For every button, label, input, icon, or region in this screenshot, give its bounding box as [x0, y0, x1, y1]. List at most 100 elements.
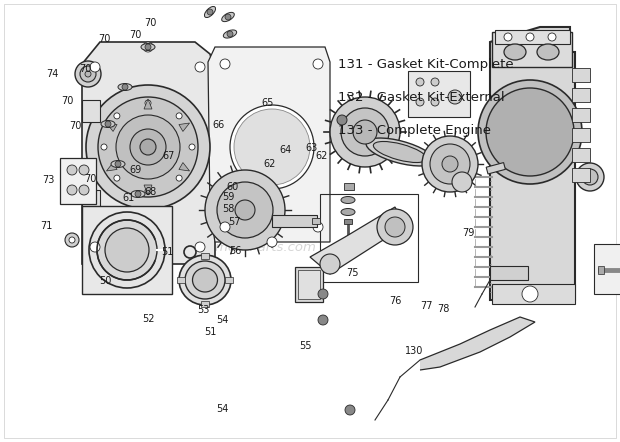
Circle shape — [67, 165, 77, 175]
Text: 76: 76 — [389, 297, 402, 306]
Text: 77: 77 — [420, 301, 433, 311]
Circle shape — [207, 9, 213, 15]
Text: 53: 53 — [197, 305, 210, 315]
Circle shape — [320, 254, 340, 274]
Ellipse shape — [222, 12, 234, 22]
Bar — [225, 277, 233, 283]
Bar — [344, 183, 354, 190]
Ellipse shape — [537, 44, 559, 60]
Circle shape — [122, 84, 128, 90]
Text: 50: 50 — [99, 276, 112, 286]
Circle shape — [345, 405, 355, 415]
Bar — [298, 270, 320, 299]
Circle shape — [65, 233, 79, 247]
Circle shape — [330, 97, 400, 167]
Circle shape — [478, 80, 582, 184]
Bar — [572, 128, 590, 142]
Ellipse shape — [101, 121, 115, 127]
Circle shape — [313, 59, 323, 69]
Bar — [492, 284, 575, 304]
Circle shape — [220, 59, 230, 69]
Circle shape — [135, 191, 141, 197]
Circle shape — [522, 286, 538, 302]
Bar — [486, 163, 505, 174]
Text: 78: 78 — [437, 304, 450, 313]
Polygon shape — [144, 185, 152, 195]
Bar — [598, 266, 604, 274]
Polygon shape — [179, 123, 190, 131]
Circle shape — [235, 200, 255, 220]
Bar — [572, 88, 590, 102]
Circle shape — [377, 209, 413, 245]
Text: 71: 71 — [40, 221, 53, 231]
Text: 68: 68 — [144, 187, 156, 197]
Bar — [594, 244, 620, 294]
Text: 58: 58 — [222, 204, 234, 213]
Circle shape — [313, 222, 323, 232]
Text: 73: 73 — [42, 175, 55, 185]
Circle shape — [90, 242, 100, 252]
Circle shape — [145, 44, 151, 50]
Text: 56: 56 — [229, 246, 242, 256]
Circle shape — [67, 185, 77, 195]
Polygon shape — [107, 163, 117, 171]
Ellipse shape — [341, 197, 355, 203]
Circle shape — [234, 109, 310, 185]
Circle shape — [430, 144, 470, 184]
Text: 75: 75 — [346, 268, 358, 278]
Text: 51: 51 — [205, 328, 217, 337]
Circle shape — [416, 98, 424, 106]
Ellipse shape — [179, 255, 231, 305]
Text: 64: 64 — [279, 145, 291, 155]
Text: 74: 74 — [46, 69, 59, 79]
Circle shape — [195, 62, 205, 72]
Bar — [295, 267, 323, 302]
Polygon shape — [82, 42, 215, 264]
Circle shape — [431, 78, 439, 86]
Text: 70: 70 — [129, 30, 141, 40]
Bar — [572, 168, 590, 182]
Circle shape — [189, 144, 195, 150]
Text: 70: 70 — [61, 96, 73, 106]
Circle shape — [416, 78, 424, 86]
Text: 65: 65 — [262, 98, 274, 107]
Ellipse shape — [373, 141, 427, 163]
Text: 133 - Complete Engine: 133 - Complete Engine — [338, 124, 491, 137]
Circle shape — [115, 161, 121, 167]
Circle shape — [504, 33, 512, 41]
Circle shape — [227, 31, 233, 37]
Bar — [344, 219, 352, 224]
Text: 70: 70 — [79, 64, 92, 73]
Bar — [495, 30, 570, 44]
Circle shape — [90, 62, 100, 72]
Text: 70: 70 — [98, 34, 110, 44]
Text: 66: 66 — [212, 120, 224, 130]
Text: 63: 63 — [305, 143, 317, 153]
Circle shape — [116, 115, 180, 179]
Bar — [60, 158, 96, 204]
Bar — [201, 301, 209, 307]
Text: 67: 67 — [162, 151, 175, 160]
Circle shape — [526, 33, 534, 41]
Ellipse shape — [504, 44, 526, 60]
Bar — [82, 206, 172, 294]
Circle shape — [582, 169, 598, 185]
Circle shape — [442, 156, 458, 172]
Circle shape — [75, 61, 101, 87]
Circle shape — [220, 222, 230, 232]
Text: 62: 62 — [315, 151, 327, 160]
Circle shape — [80, 66, 96, 82]
Polygon shape — [420, 317, 535, 370]
Text: eReplacementParts.com: eReplacementParts.com — [154, 241, 317, 254]
Circle shape — [145, 100, 151, 106]
Circle shape — [143, 42, 153, 52]
Circle shape — [79, 185, 89, 195]
Text: 61: 61 — [123, 193, 135, 203]
Circle shape — [86, 85, 210, 209]
Polygon shape — [490, 27, 575, 300]
Ellipse shape — [141, 43, 155, 50]
Bar — [572, 108, 590, 122]
Ellipse shape — [341, 209, 355, 216]
Circle shape — [318, 289, 328, 299]
Bar — [408, 71, 470, 117]
